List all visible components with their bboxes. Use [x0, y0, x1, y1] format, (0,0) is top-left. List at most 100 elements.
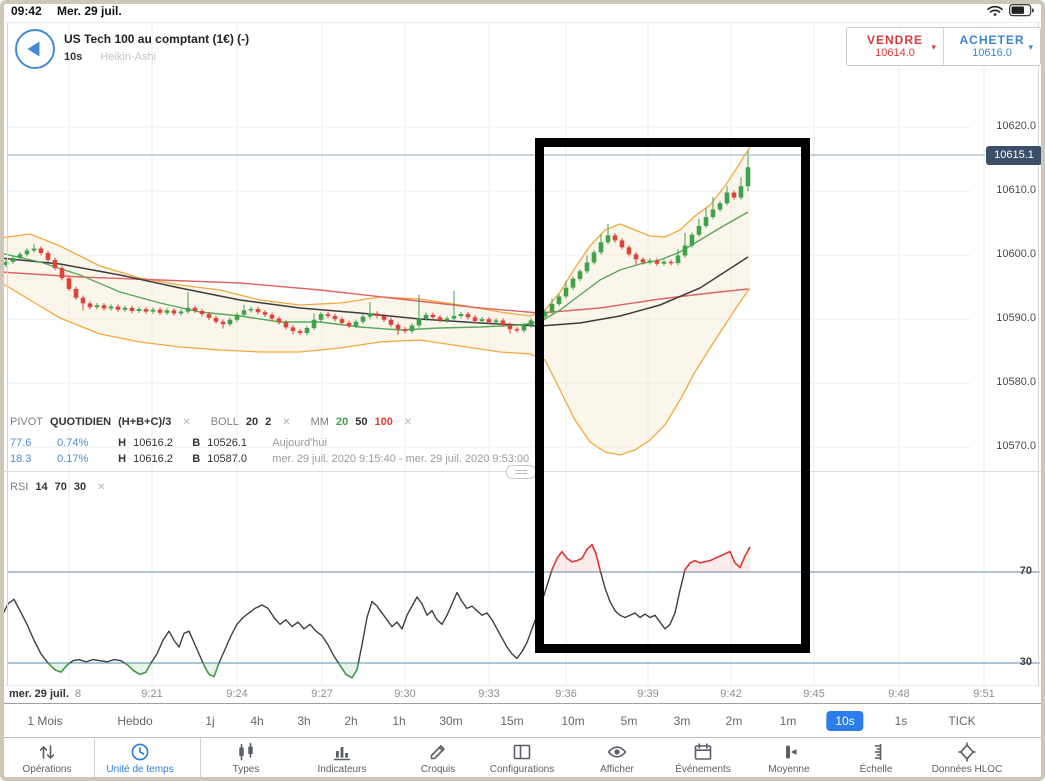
- toolbar-item-label: Opérations: [22, 764, 72, 775]
- time-tick: 9:51: [973, 688, 995, 700]
- time-tick: 9:45: [803, 688, 825, 700]
- toolbar-moyenne-button[interactable]: Moyenne: [744, 741, 834, 775]
- toolbar-données-hloc-button[interactable]: Données HLOC: [922, 741, 1012, 775]
- toolbar-événements-button[interactable]: Événements: [658, 741, 748, 775]
- toolbar-afficher-button[interactable]: Afficher: [572, 741, 662, 775]
- remove-rsi-button[interactable]: ✕: [97, 481, 106, 493]
- time-tick: 9:39: [637, 688, 659, 700]
- timeframe-hebdo[interactable]: Hebdo: [117, 714, 153, 728]
- timeframe-1s[interactable]: 1s: [894, 714, 908, 728]
- rsi-param: 70: [54, 481, 67, 493]
- toolbar-item-label: Types: [232, 764, 260, 775]
- indicator-value: 77.6: [10, 437, 32, 449]
- time-tick: 9:27: [311, 688, 333, 700]
- sell-button[interactable]: VENDRE 10614.0 ▾: [847, 28, 944, 65]
- toolbar-item-label: Unité de temps: [106, 764, 174, 775]
- boll-param: 2: [265, 416, 272, 428]
- chart-right-border: [1038, 22, 1039, 737]
- pane-resize-handle[interactable]: [506, 465, 536, 479]
- status-date: Mer. 29 juil.: [57, 4, 122, 18]
- back-button[interactable]: [15, 29, 55, 69]
- timeframe-4h[interactable]: 4h: [250, 714, 264, 728]
- candlestick-icon: [235, 741, 257, 763]
- drawing-annotation-rectangle[interactable]: [535, 138, 810, 653]
- toolbar-configurations-button[interactable]: Configurations: [477, 741, 567, 775]
- time-tick: 9:48: [888, 688, 910, 700]
- indicator-legend-row: PIVOT QUOTIDIEN (H+B+C)/3 ✕ BOLL 20 2 ✕ …: [10, 416, 432, 428]
- toolbar-opérations-button[interactable]: Opérations: [2, 741, 92, 775]
- toolbar-separator: [200, 738, 201, 781]
- toolbar-item-label: Afficher: [600, 764, 634, 775]
- indicator-pct: 0.17%: [57, 453, 89, 465]
- mm50-param: 50: [355, 416, 368, 428]
- time-tick: 9:30: [394, 688, 416, 700]
- rsi-param: 14: [35, 481, 48, 493]
- buy-dropdown-icon: ▾: [1028, 41, 1033, 52]
- range-label: Aujourd'hui: [272, 437, 327, 449]
- timeframe-tick[interactable]: TICK: [948, 714, 976, 728]
- indicator-values-row-1: 77.6 0.74% H 10616.2 B 10526.1 Aujourd'h…: [10, 437, 327, 449]
- toolbar-item-label: Moyenne: [768, 764, 810, 775]
- toolbar-indicateurs-button[interactable]: Indicateurs: [297, 741, 387, 775]
- remove-pivot-button[interactable]: ✕: [182, 416, 191, 428]
- timeframe-3h[interactable]: 3h: [297, 714, 311, 728]
- high-value: 10616.2: [133, 453, 173, 465]
- average-icon: [778, 741, 800, 763]
- timeframe-2m[interactable]: 2m: [725, 714, 743, 728]
- timeframe-1j[interactable]: 1j: [205, 714, 215, 728]
- toolbar-unité-de-temps-button[interactable]: Unité de temps: [95, 741, 185, 775]
- timeframe-1h[interactable]: 1h: [392, 714, 406, 728]
- high-label: H: [118, 437, 127, 449]
- chart-type-label: Heikin-Ashi: [100, 51, 157, 63]
- back-arrow-icon: [27, 41, 40, 57]
- timeframe-30m[interactable]: 30m: [439, 714, 463, 728]
- toolbar-croquis-button[interactable]: Croquis: [393, 741, 483, 775]
- wifi-icon: [986, 3, 1004, 18]
- timeframe-5m[interactable]: 5m: [620, 714, 638, 728]
- pivot-indicator-name: PIVOT: [10, 416, 44, 428]
- clock-icon: [129, 741, 151, 763]
- timeframe-10m[interactable]: 10m: [561, 714, 585, 728]
- time-axis: mer. 29 juil. 8 9:21 9:24 9:27 9:30 9:33 9:36…: [0, 685, 1045, 704]
- timeframe-1m[interactable]: 1m: [779, 714, 797, 728]
- buy-price: 10616.0: [972, 47, 1012, 59]
- timeframe-bar: 1 Mois Hebdo 1j 4h 3h 2h 1h 30m 15m 10m 5m 3m 2m 1m 10…: [0, 703, 1045, 739]
- timeframe-10s[interactable]: 10s: [826, 711, 864, 731]
- remove-mm-button[interactable]: ✕: [403, 416, 413, 428]
- eye-icon: [606, 741, 628, 763]
- status-bar: 09:42 Mer. 29 juil.: [0, 0, 1045, 23]
- pivot-param: QUOTIDIEN: [50, 416, 112, 428]
- status-icons: [986, 3, 1035, 18]
- sell-label: VENDRE: [866, 33, 923, 47]
- toolbar-item-label: Indicateurs: [317, 764, 367, 775]
- diamond-icon: [956, 741, 978, 763]
- indicator-pct: 0.74%: [57, 437, 89, 449]
- toolbar-item-label: Configurations: [489, 764, 555, 775]
- low-value: 10526.1: [207, 437, 247, 449]
- pivot-param: (H+B+C)/3: [118, 416, 172, 428]
- remove-boll-button[interactable]: ✕: [282, 416, 291, 428]
- operations-icon: [36, 741, 58, 763]
- toolbar-types-button[interactable]: Types: [201, 741, 291, 775]
- toolbar-separator: [94, 738, 95, 781]
- timeframe-1-mois[interactable]: 1 Mois: [27, 714, 63, 728]
- buy-button[interactable]: ACHETER 10616.0 ▾: [944, 28, 1040, 65]
- timeframe-3m[interactable]: 3m: [673, 714, 691, 728]
- toolbar-item-label: Données HLOC: [931, 764, 1003, 775]
- low-label: B: [192, 437, 201, 449]
- bar-chart-icon: [331, 741, 353, 763]
- instrument-title: US Tech 100 au comptant (1€) (-): [64, 32, 250, 46]
- low-value: 10587.0: [207, 453, 247, 465]
- timeframe-2h[interactable]: 2h: [344, 714, 358, 728]
- high-value: 10616.2: [133, 437, 173, 449]
- toolbar-échelle-button[interactable]: Échelle: [831, 741, 921, 775]
- price-axis-label: 10590.0: [996, 312, 1036, 324]
- indicator-value: 18.3: [10, 453, 32, 465]
- battery-icon: [1009, 4, 1035, 17]
- mm20-param: 20: [335, 416, 349, 428]
- price-axis-label: 10570.0: [996, 440, 1036, 452]
- buy-label: ACHETER: [959, 33, 1025, 47]
- timeframe-15m[interactable]: 15m: [500, 714, 524, 728]
